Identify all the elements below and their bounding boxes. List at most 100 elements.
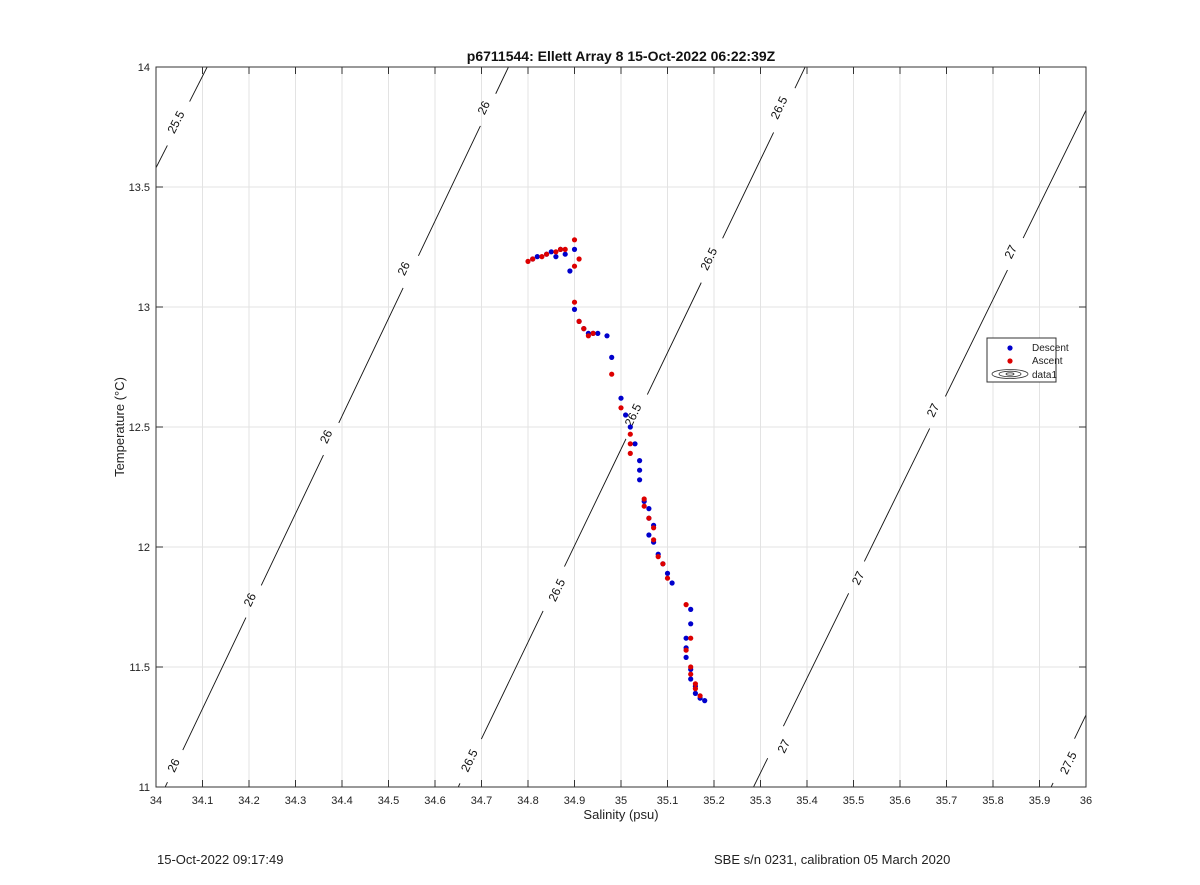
data-points	[525, 237, 708, 704]
descent-point	[553, 254, 559, 260]
descent-point	[688, 606, 694, 613]
density-contour-line	[1074, 714, 1086, 739]
legend-ascent-marker	[1007, 358, 1013, 364]
descent-point	[567, 268, 573, 274]
density-contour-line	[164, 781, 168, 787]
descent-point	[646, 532, 652, 538]
density-contour-line	[564, 438, 627, 567]
grid-lines	[156, 67, 1086, 787]
ascent-point	[688, 664, 694, 670]
ascent-point	[571, 299, 578, 305]
descent-point	[664, 570, 671, 577]
legend-ascent-label: Ascent	[1032, 356, 1063, 367]
y-tick-label: 11.5	[129, 662, 150, 674]
density-contour-line	[646, 282, 702, 395]
descent-point	[688, 621, 694, 627]
ascent-point	[618, 405, 624, 411]
density-contour-line	[480, 610, 544, 740]
descent-point	[683, 654, 689, 661]
descent-point	[571, 246, 578, 252]
x-tick-label: 35.5	[843, 795, 864, 807]
density-contour-label: 27	[849, 569, 868, 587]
density-contour-label: 26	[164, 756, 183, 774]
ascent-point	[655, 554, 661, 560]
y-tick-label: 13	[138, 302, 150, 314]
density-contour-label: 27	[1001, 242, 1020, 260]
ascent-point	[692, 681, 699, 687]
descent-point	[632, 441, 638, 447]
ascent-point	[646, 515, 652, 521]
ascent-point	[609, 371, 615, 377]
ascent-point	[525, 258, 531, 264]
footer-calibration-note: SBE s/n 0231, calibration 05 March 2020	[714, 852, 951, 867]
ascent-point	[660, 561, 666, 567]
descent-point	[609, 354, 615, 360]
ascent-point	[539, 254, 545, 260]
x-tick-label: 35.2	[703, 795, 724, 807]
x-tick-label: 34.5	[378, 795, 399, 807]
density-contour-line	[722, 132, 775, 239]
descent-point	[646, 506, 652, 512]
y-tick-label: 13.5	[129, 182, 150, 194]
ascent-point	[692, 686, 699, 692]
ascent-point	[688, 635, 694, 641]
ascent-point	[530, 256, 536, 262]
ascent-point	[576, 318, 582, 324]
descent-point	[595, 330, 601, 336]
density-contour-label: 27	[924, 401, 943, 419]
density-contours	[156, 67, 1086, 787]
descent-point	[688, 676, 694, 682]
legend-box	[986, 337, 1057, 383]
y-tick-label: 12.5	[129, 422, 150, 434]
ascent-point	[651, 525, 657, 531]
x-tick-label: 35.6	[889, 795, 910, 807]
x-tick-label: 35	[615, 795, 627, 807]
ascent-point	[581, 326, 587, 332]
descent-point	[534, 254, 540, 260]
ascent-point	[688, 671, 694, 677]
descent-point	[571, 306, 578, 312]
ascent-point	[697, 693, 703, 699]
footer-timestamp: 15-Oct-2022 09:17:49	[157, 852, 284, 867]
ascent-point	[571, 237, 578, 243]
descent-point	[548, 249, 554, 255]
ascent-point	[641, 503, 647, 509]
legend-descent-marker	[1007, 345, 1013, 351]
density-contour-line	[260, 454, 324, 586]
y-tick-label: 14	[138, 62, 150, 74]
ascent-point	[562, 246, 568, 252]
x-tick-label: 34.8	[517, 795, 538, 807]
ascent-point	[651, 537, 657, 543]
descent-point	[683, 635, 689, 641]
x-tick-label: 34.4	[331, 795, 352, 807]
density-contour-line	[944, 269, 1008, 397]
ascent-point	[641, 496, 647, 502]
legend-data1-label: data1	[1032, 370, 1057, 381]
axis-ticks: 34 34.1 34.2 34.3 34.4 34.5 34.6 34.7 34.8 34.9 35…	[129, 62, 1093, 807]
ascent-point	[553, 249, 559, 255]
density-contour-line	[182, 617, 247, 751]
density-contour-label: 26	[317, 427, 336, 445]
density-contour-line	[495, 67, 509, 94]
ascent-point	[576, 256, 582, 262]
density-contour-line	[156, 145, 168, 169]
descent-point	[604, 333, 610, 339]
x-tick-label: 35.1	[657, 795, 678, 807]
ascent-point	[627, 450, 633, 456]
density-contour-line	[1022, 110, 1086, 239]
x-tick-label: 34.9	[564, 795, 585, 807]
ascent-point	[627, 431, 633, 437]
ascent-point	[683, 602, 689, 608]
density-contour-line	[457, 783, 461, 787]
x-tick-label: 34.3	[285, 795, 306, 807]
density-contour-line	[338, 287, 404, 424]
density-contour-line	[863, 428, 931, 562]
ascent-point	[590, 330, 596, 336]
x-tick-label: 34.7	[471, 795, 492, 807]
ascent-point	[557, 246, 564, 252]
x-tick-label: 35.7	[936, 795, 957, 807]
y-tick-label: 12	[138, 542, 150, 554]
legend-data1-marker	[991, 369, 1029, 379]
density-contour-line	[189, 67, 208, 102]
